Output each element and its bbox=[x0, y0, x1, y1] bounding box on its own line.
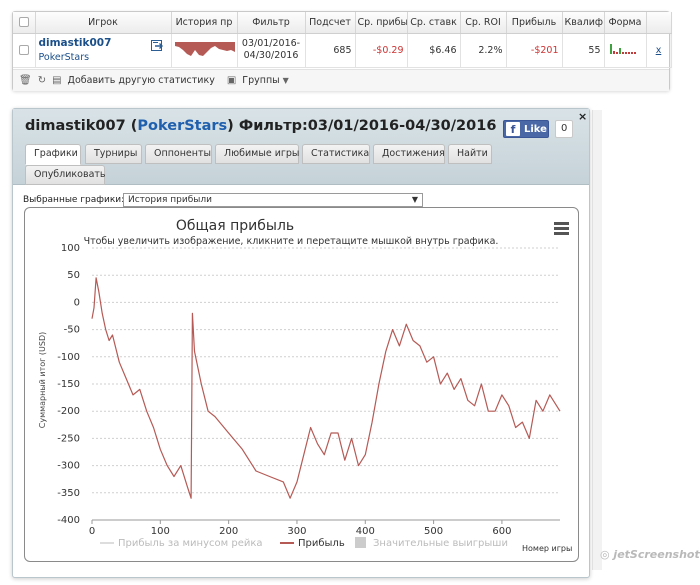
watermark-logo: ◎ jetScreenshot bbox=[600, 548, 700, 561]
y-tick-label: -300 bbox=[57, 461, 80, 472]
col-header-empty bbox=[646, 12, 672, 34]
col-header-player[interactable]: Игрок bbox=[35, 12, 172, 34]
export-icon[interactable] bbox=[150, 39, 165, 55]
chart-title: Общая прибыль bbox=[176, 218, 294, 234]
facebook-like-button[interactable]: f Like bbox=[503, 120, 549, 138]
tab-favorite-games[interactable]: Любимые игры bbox=[215, 144, 299, 164]
like-count: 0 bbox=[555, 120, 574, 138]
scrollbar[interactable] bbox=[592, 110, 602, 570]
col-header-avg-profit[interactable]: Ср. прибы bbox=[355, 12, 408, 34]
history-sparkline bbox=[171, 33, 238, 68]
tab-tournaments[interactable]: Турниры bbox=[85, 144, 142, 164]
graph-select-label: Выбранные графики: bbox=[23, 195, 125, 205]
remove-row-link[interactable]: x bbox=[646, 33, 672, 68]
legend-item-label[interactable]: Прибыль bbox=[298, 538, 345, 549]
player-panel: dimastik007 (PokerStars) Фильтр:03/01/20… bbox=[12, 108, 590, 578]
y-tick-label: -250 bbox=[57, 433, 80, 444]
title-site-link[interactable]: PokerStars bbox=[137, 118, 228, 134]
tab-publish[interactable]: Опубликовать bbox=[25, 165, 106, 185]
stats-panel: Игрок История пр Фильтр Подсчет Ср. приб… bbox=[12, 11, 672, 91]
y-tick-label: -150 bbox=[57, 379, 80, 390]
graph-select[interactable]: История прибыли ▼ bbox=[123, 193, 423, 207]
tab-opponents[interactable]: Оппоненты bbox=[145, 144, 212, 164]
tab-search[interactable]: Найти bbox=[448, 144, 492, 164]
groups-dropdown[interactable]: Группы bbox=[242, 75, 280, 86]
add-stats-icon: ▤ bbox=[52, 75, 62, 86]
filter-cell: 03/01/2016- 04/30/2016 bbox=[237, 33, 306, 68]
select-all-checkbox[interactable] bbox=[13, 12, 36, 34]
form-sparkbars bbox=[604, 33, 647, 68]
title-close-paren: ) bbox=[227, 118, 234, 134]
x-tick-label: 400 bbox=[356, 526, 375, 537]
y-tick-label: -350 bbox=[57, 488, 80, 499]
avg-roi-cell: 2.2% bbox=[460, 33, 507, 68]
title-player: dimastik007 bbox=[25, 118, 126, 134]
x-tick-label: 100 bbox=[151, 526, 170, 537]
x-tick-label: 600 bbox=[492, 526, 511, 537]
filter-line1: 03/01/2016- bbox=[241, 38, 301, 49]
col-header-filter[interactable]: Фильтр bbox=[237, 12, 306, 34]
legend-item-label[interactable]: Значительные выигрыши bbox=[373, 538, 508, 549]
player-cell: dimastik007 PokerStars bbox=[35, 33, 172, 68]
x-tick-label: 500 bbox=[424, 526, 443, 537]
like-label: Like bbox=[524, 123, 547, 135]
y-tick-label: 50 bbox=[67, 270, 80, 281]
refresh-icon[interactable]: ↻ bbox=[37, 75, 47, 86]
y-axis-label: Суммарный итог (USD) bbox=[38, 332, 47, 429]
legend-symbol bbox=[355, 537, 366, 548]
avg-stake-cell: $6.46 bbox=[407, 33, 461, 68]
y-tick-label: -200 bbox=[57, 406, 80, 417]
panel-title: dimastik007 (PokerStars) Фильтр:03/01/20… bbox=[25, 118, 496, 134]
x-axis-label: Номер игры bbox=[522, 544, 572, 553]
profit-cell: -$201 bbox=[506, 33, 563, 68]
filter-line2: 04/30/2016 bbox=[243, 50, 299, 61]
chevron-down-icon[interactable]: ▼ bbox=[282, 76, 289, 85]
tab-achievements[interactable]: Достижения bbox=[373, 144, 445, 164]
legend-item-label[interactable]: Прибыль за минусом рейка bbox=[118, 538, 263, 549]
title-open-paren: ( bbox=[130, 118, 138, 134]
x-tick-label: 200 bbox=[219, 526, 238, 537]
y-tick-label: -50 bbox=[64, 325, 80, 336]
y-tick-label: 0 bbox=[74, 297, 80, 308]
col-header-avg-stake[interactable]: Ср. ставк bbox=[407, 12, 461, 34]
add-stats-button[interactable]: Добавить другую статистику bbox=[67, 75, 215, 86]
player-name-link[interactable]: dimastik007 bbox=[38, 37, 112, 49]
col-header-history[interactable]: История пр bbox=[171, 12, 238, 34]
avg-profit-cell: -$0.29 bbox=[355, 33, 408, 68]
col-header-form[interactable]: Форма bbox=[604, 12, 647, 34]
count-cell: 685 bbox=[305, 33, 356, 68]
trash-icon[interactable]: 🗑 bbox=[19, 75, 32, 86]
col-header-qualif[interactable]: Квалиф bbox=[562, 12, 605, 34]
table-header-row: Игрок История пр Фильтр Подсчет Ср. приб… bbox=[13, 12, 672, 34]
col-header-count[interactable]: Подсчет bbox=[305, 12, 356, 34]
chevron-down-icon[interactable]: ▼ bbox=[411, 195, 418, 204]
row-checkbox[interactable] bbox=[13, 33, 36, 68]
x-tick-label: 0 bbox=[89, 526, 95, 537]
panel-header: dimastik007 (PokerStars) Фильтр:03/01/20… bbox=[13, 109, 589, 185]
col-header-avg-roi[interactable]: Ср. ROI bbox=[460, 12, 507, 34]
close-icon[interactable]: × bbox=[578, 110, 588, 123]
groups-icon: ▣ bbox=[226, 75, 237, 86]
col-header-profit[interactable]: Прибыль bbox=[506, 12, 563, 34]
stats-toolbar: 🗑 ↻ ▤ Добавить другую статистику ▣ Групп… bbox=[13, 69, 669, 91]
x-tick-label: 300 bbox=[287, 526, 306, 537]
player-site-link[interactable]: PokerStars bbox=[38, 52, 90, 63]
tab-statistics[interactable]: Статистика bbox=[302, 144, 370, 164]
facebook-icon: f bbox=[506, 122, 520, 136]
y-tick-label: 100 bbox=[61, 243, 80, 254]
title-filter: Фильтр:03/01/2016-04/30/2016 bbox=[238, 118, 497, 134]
graph-select-value: История прибыли bbox=[128, 195, 212, 205]
chart-menu-icon[interactable] bbox=[554, 222, 569, 237]
qualif-cell: 55 bbox=[562, 33, 605, 68]
stats-table: Игрок История пр Фильтр Подсчет Ср. приб… bbox=[13, 12, 672, 68]
chart-subtitle: Чтобы увеличить изображение, кликните и … bbox=[84, 236, 499, 247]
series-line-profit[interactable] bbox=[91, 277, 561, 499]
y-tick-label: -100 bbox=[57, 352, 80, 363]
y-tick-label: -400 bbox=[57, 515, 80, 526]
table-row: dimastik007 PokerStars 03/01/2016- 04/30… bbox=[13, 33, 672, 68]
tab-charts[interactable]: Графики bbox=[25, 144, 81, 165]
